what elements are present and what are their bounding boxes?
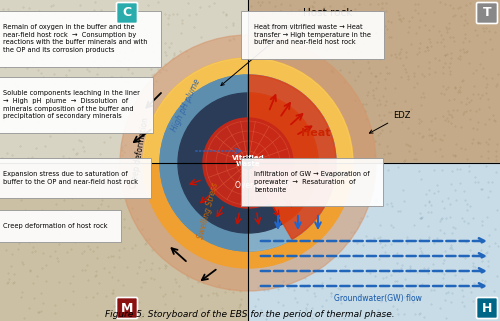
Text: Heat: Heat <box>301 128 331 138</box>
Text: Heat from vitrified waste → Heat
transfer → High temperature in the
buffer and n: Heat from vitrified waste → Heat transfe… <box>254 24 371 46</box>
Circle shape <box>203 118 293 208</box>
FancyBboxPatch shape <box>476 298 498 318</box>
Text: T: T <box>482 6 492 20</box>
FancyBboxPatch shape <box>116 3 138 23</box>
Text: Overpack (OP): Overpack (OP) <box>236 180 290 189</box>
Text: Expansion stress due to saturation of
buffer to the OP and near-field host rock: Expansion stress due to saturation of bu… <box>3 171 138 185</box>
Circle shape <box>242 157 254 169</box>
Text: Soluble components leaching in the liner
→  High  pH  plume  →  Dissolution  of
: Soluble components leaching in the liner… <box>3 90 140 119</box>
Wedge shape <box>248 75 336 251</box>
Circle shape <box>143 58 353 268</box>
FancyBboxPatch shape <box>116 298 138 318</box>
Text: M: M <box>121 301 133 315</box>
Text: Concrete liner: Concrete liner <box>221 23 317 85</box>
Bar <box>0 163 248 321</box>
Text: C: C <box>122 6 132 20</box>
Text: Creep deformation: Creep deformation <box>130 117 150 189</box>
Wedge shape <box>248 75 336 239</box>
Circle shape <box>160 75 336 251</box>
Text: Figure 5. Storyboard of the EBS for the period of thermal phase.: Figure 5. Storyboard of the EBS for the … <box>105 310 395 319</box>
Wedge shape <box>248 93 318 224</box>
Text: Buffer: Buffer <box>322 170 350 179</box>
Bar <box>248 0 500 163</box>
Text: Infiltration of GW → Evaporation of
porewater  →  Resaturation  of
bentonite: Infiltration of GW → Evaporation of pore… <box>254 171 370 193</box>
Text: H: H <box>482 301 492 315</box>
Text: Host rock: Host rock <box>304 8 352 18</box>
Wedge shape <box>160 75 248 251</box>
Bar <box>0 0 248 163</box>
Text: High pH plume: High pH plume <box>170 77 202 133</box>
Text: EDZ: EDZ <box>370 111 410 133</box>
Text: Creep deformation of host rock: Creep deformation of host rock <box>3 223 108 229</box>
Text: Remain of oxygen in the buffer and the
near-field host rock  →  Consumption by
r: Remain of oxygen in the buffer and the n… <box>3 24 148 53</box>
Text: Groundwater(GW) flow: Groundwater(GW) flow <box>334 294 422 303</box>
Bar <box>248 163 500 321</box>
Wedge shape <box>143 58 353 163</box>
Circle shape <box>120 35 376 291</box>
Circle shape <box>178 93 318 233</box>
Text: Swelling Stress: Swelling Stress <box>196 182 220 240</box>
Text: Vitrified
Waste: Vitrified Waste <box>232 154 264 168</box>
FancyBboxPatch shape <box>476 3 498 23</box>
